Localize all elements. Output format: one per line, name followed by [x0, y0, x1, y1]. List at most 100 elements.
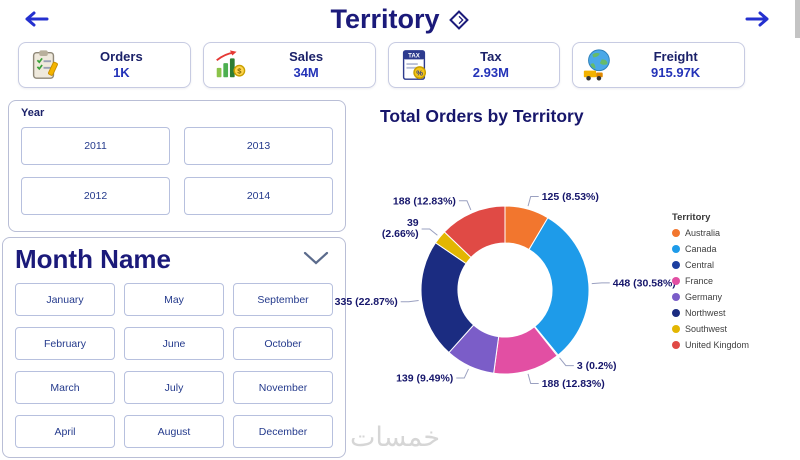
- legend-swatch: [672, 229, 680, 237]
- donut-data-label: 448 (30.58%): [613, 277, 676, 289]
- legend-label: France: [685, 276, 714, 286]
- kpi-cards-row: Orders 1K $ Sales 34M TAX: [18, 42, 745, 88]
- scrollbar-thumb[interactable]: [795, 0, 800, 38]
- year-options-grid: 2011 2013 2012 2014: [21, 127, 333, 215]
- header: Territory: [0, 0, 800, 40]
- card-tax-label: Tax: [480, 48, 502, 64]
- legend-label: Central: [685, 260, 715, 270]
- card-sales-value: 34M: [293, 65, 319, 80]
- year-option-2014[interactable]: 2014: [184, 177, 333, 215]
- month-option-march[interactable]: March: [15, 371, 115, 404]
- legend-swatch: [672, 325, 680, 333]
- donut-data-label: 139 (9.49%): [396, 373, 453, 385]
- label-leader-line: [559, 357, 574, 367]
- svg-text:%: %: [416, 68, 423, 77]
- legend-label: United Kingdom: [685, 340, 750, 350]
- label-leader-line: [458, 200, 472, 211]
- page-title: Territory: [330, 4, 440, 34]
- year-slicer-panel: Year 2011 2013 2012 2014: [8, 100, 346, 232]
- card-orders-label: Orders: [100, 48, 143, 64]
- donut-chart-svg: 125 (8.53%) 448 (30.58%) 3 (0.2%) 188 (12.8…: [335, 191, 676, 390]
- month-option-september[interactable]: September: [233, 283, 333, 316]
- donut-slice-united-kingdom[interactable]: [443, 205, 506, 259]
- card-freight-value: 915.97K: [651, 65, 701, 80]
- legend-item-germany[interactable]: Germany: [672, 292, 794, 302]
- legend-swatch: [672, 245, 680, 253]
- legend-swatch: [672, 277, 680, 285]
- month-option-december[interactable]: December: [233, 415, 333, 448]
- legend-title: Territory: [672, 212, 711, 223]
- label-leader-line: [591, 282, 610, 285]
- year-slicer-title: Year: [21, 107, 45, 119]
- chart-title: Total Orders by Territory: [380, 106, 584, 126]
- year-option-2013[interactable]: 2013: [184, 127, 333, 165]
- month-option-november[interactable]: November: [233, 371, 333, 404]
- sales-icon: $: [215, 50, 246, 78]
- label-leader-line: [400, 300, 419, 303]
- month-option-january[interactable]: January: [15, 283, 115, 316]
- donut-data-label: 125 (8.53%): [542, 191, 599, 203]
- legend-label: Germany: [685, 292, 723, 302]
- card-tax[interactable]: TAX % Tax 2.93M: [387, 42, 561, 88]
- svg-text:$: $: [237, 67, 242, 76]
- orders-icon: [32, 50, 58, 79]
- legend-item-southwest[interactable]: Southwest: [672, 324, 794, 334]
- tax-icon: TAX %: [402, 50, 426, 80]
- donut-slice-canada[interactable]: [528, 217, 590, 356]
- legend-label: Northwest: [685, 308, 726, 318]
- back-arrow-icon: [25, 11, 49, 27]
- card-freight-label: Freight: [653, 48, 698, 64]
- label-leader-line: [421, 228, 438, 236]
- legend-label: Southwest: [685, 324, 728, 334]
- card-orders[interactable]: Orders 1K: [18, 42, 191, 88]
- label-leader-line: [527, 195, 539, 207]
- card-tax-value: 2.93M: [472, 65, 509, 80]
- legend-swatch: [672, 309, 680, 317]
- label-leader-line: [456, 368, 469, 379]
- legend-swatch: [672, 293, 680, 301]
- forward-arrow-icon: [745, 11, 769, 27]
- legend-swatch: [672, 341, 680, 349]
- donut-data-label: 188 (12.83%): [393, 195, 456, 207]
- month-option-october[interactable]: October: [233, 327, 333, 360]
- month-slicer-collapse-button[interactable]: [299, 249, 333, 270]
- watermark: خمسات: [350, 422, 441, 453]
- card-sales[interactable]: $ Sales 34M: [202, 42, 376, 88]
- legend-item-canada[interactable]: Canada: [672, 244, 794, 254]
- legend-item-central[interactable]: Central: [672, 260, 794, 270]
- forward-arrow-button[interactable]: [744, 9, 774, 32]
- month-slicer-title: Month Name: [15, 244, 171, 274]
- diamond-icon: [448, 9, 469, 30]
- donut-data-label: 335 (22.87%): [335, 296, 398, 308]
- chart-legend: Territory Australia Canada Central Franc…: [672, 212, 794, 356]
- donut-data-label: 188 (12.83%): [542, 378, 605, 390]
- year-option-2011[interactable]: 2011: [21, 127, 170, 165]
- card-freight[interactable]: Freight 915.97K: [572, 42, 745, 88]
- legend-label: Australia: [685, 228, 721, 238]
- month-option-may[interactable]: May: [124, 283, 224, 316]
- donut-data-label: 39 (2.66%): [382, 217, 419, 240]
- svg-text:TAX: TAX: [408, 52, 421, 59]
- back-arrow-button[interactable]: [20, 9, 50, 32]
- month-option-february[interactable]: February: [15, 327, 115, 360]
- label-leader-line: [527, 373, 539, 385]
- month-option-july[interactable]: July: [124, 371, 224, 404]
- card-sales-label: Sales: [289, 48, 324, 64]
- legend-item-united-kingdom[interactable]: United Kingdom: [672, 340, 794, 350]
- freight-icon: [584, 49, 611, 81]
- scrollbar[interactable]: [795, 0, 800, 460]
- month-options-grid: January May September February June Octo…: [15, 283, 333, 448]
- chevron-down-icon: [303, 251, 329, 265]
- year-option-2012[interactable]: 2012: [21, 177, 170, 215]
- month-option-june[interactable]: June: [124, 327, 224, 360]
- legend-swatch: [672, 261, 680, 269]
- month-option-april[interactable]: April: [15, 415, 115, 448]
- legend-label: Canada: [685, 244, 717, 254]
- month-option-august[interactable]: August: [124, 415, 224, 448]
- month-slicer-panel: Month Name January May September Februar…: [2, 237, 346, 458]
- legend-item-france[interactable]: France: [672, 276, 794, 286]
- donut-data-label: 3 (0.2%): [577, 360, 617, 372]
- legend-item-northwest[interactable]: Northwest: [672, 308, 794, 318]
- legend-item-australia[interactable]: Australia: [672, 228, 794, 238]
